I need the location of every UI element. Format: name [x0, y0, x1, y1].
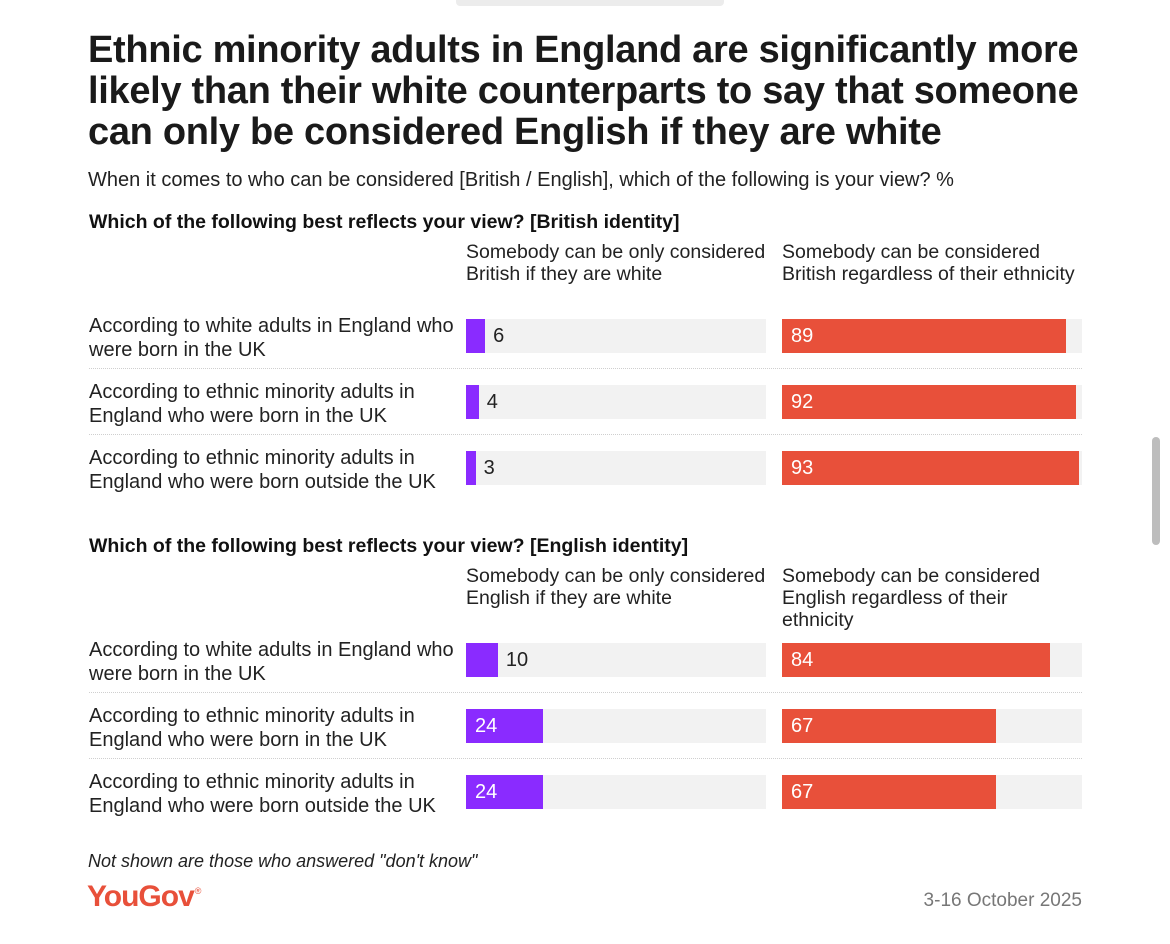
bar	[782, 709, 996, 743]
bar-track: 3	[466, 451, 766, 485]
category-label: According to ethnic minority adults in E…	[89, 771, 436, 817]
bar	[466, 319, 486, 353]
data-label: 89	[791, 325, 814, 347]
data-label: 6	[493, 325, 505, 347]
category-label: According to ethnic minority adults in E…	[89, 705, 415, 751]
row-separator	[89, 758, 1082, 759]
scrollbar[interactable]	[1152, 437, 1160, 545]
bar	[466, 643, 498, 677]
bar	[466, 709, 543, 743]
bar	[782, 319, 1066, 353]
footnote: Not shown are those who answered "don't …	[88, 851, 478, 871]
data-label: 10	[505, 649, 529, 671]
bar-track: 93	[782, 451, 1082, 485]
row-separator	[89, 692, 1082, 693]
category-label: According to ethnic minority adults in E…	[89, 447, 436, 493]
data-label: 93	[791, 457, 814, 479]
row-separator	[89, 434, 1082, 435]
bar-track: 24	[466, 709, 766, 743]
data-label: 24	[475, 715, 498, 737]
section-title: Which of the following best reflects you…	[89, 211, 680, 233]
bar-track: 92	[782, 385, 1082, 419]
bar	[782, 643, 1051, 677]
data-label: 67	[791, 715, 814, 737]
data-label: 24	[475, 781, 498, 803]
registered-mark: ®	[194, 886, 202, 896]
bar-track: 4	[466, 385, 766, 419]
category-label: According to white adults in England who…	[89, 315, 454, 361]
bar	[466, 775, 543, 809]
bar-track: 89	[782, 319, 1082, 353]
data-label: 4	[486, 391, 498, 413]
bar	[782, 451, 1079, 485]
fieldwork-date: 3-16 October 2025	[923, 890, 1082, 911]
chart-subtitle: When it comes to who can be considered […	[88, 169, 954, 191]
legend-entry: Somebody can be considered English regar…	[782, 565, 1041, 631]
bar	[466, 451, 476, 485]
yougov-logo: YouGov®	[87, 880, 202, 914]
top-handle	[456, 0, 724, 6]
section-title: Which of the following best reflects you…	[89, 535, 689, 557]
legend-entry: Somebody can be only considered English …	[466, 565, 766, 609]
bar	[466, 385, 479, 419]
data-label: 67	[791, 781, 814, 803]
bar-track: 67	[782, 775, 1082, 809]
bar-track: 84	[782, 643, 1082, 677]
legend-entry: Somebody can be considered British regar…	[782, 241, 1075, 285]
data-label: 3	[483, 457, 495, 479]
bar-track: 6	[466, 319, 766, 353]
legend-entry: Somebody can be only considered British …	[466, 241, 766, 285]
bar-track: 67	[782, 709, 1082, 743]
category-label: According to ethnic minority adults in E…	[89, 381, 415, 427]
row-separator	[89, 368, 1082, 369]
bar-track: 10	[466, 643, 766, 677]
bar-track: 24	[466, 775, 766, 809]
logo-text: YouGov	[87, 880, 195, 913]
chart-title: Ethnic minority adults in England are si…	[88, 29, 1079, 153]
bar	[782, 385, 1076, 419]
data-label: 92	[791, 391, 814, 413]
category-label: According to white adults in England who…	[89, 639, 454, 685]
bar	[782, 775, 996, 809]
data-label: 84	[791, 649, 814, 671]
